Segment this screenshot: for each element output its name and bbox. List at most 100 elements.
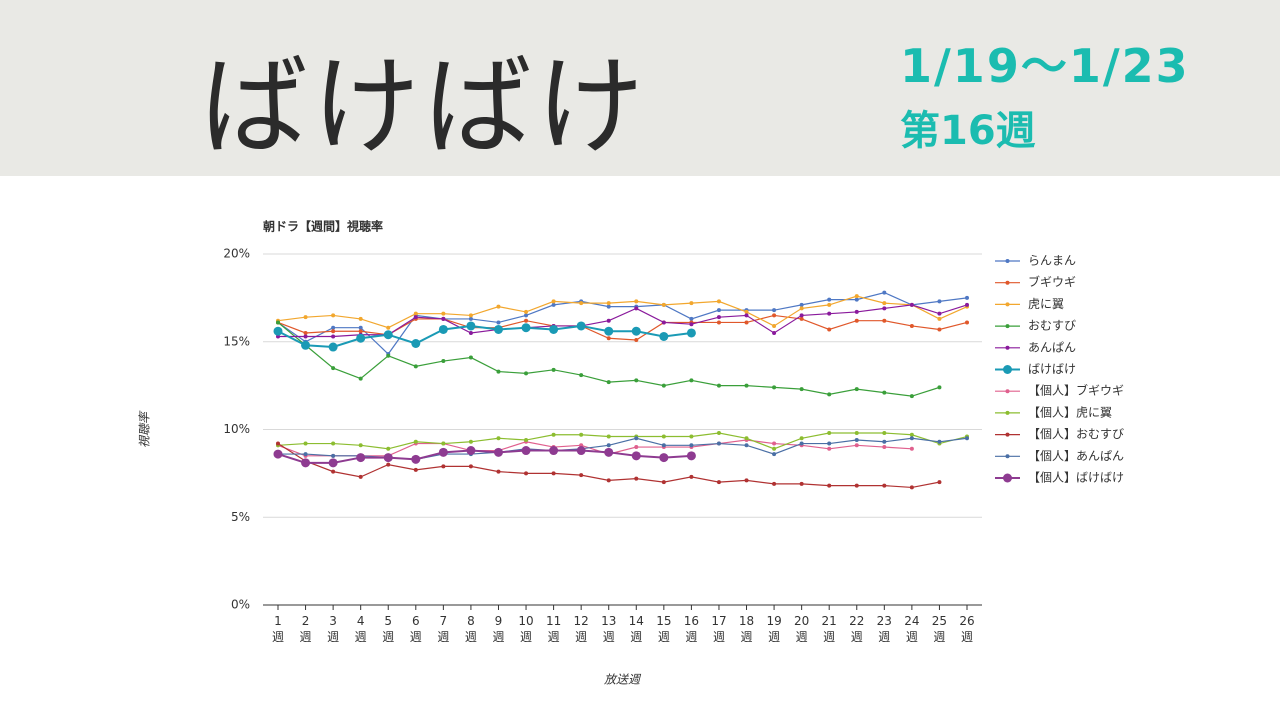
data-point xyxy=(689,316,694,321)
data-point xyxy=(413,439,418,444)
data-point xyxy=(383,453,393,463)
data-point xyxy=(854,438,859,443)
data-point xyxy=(827,297,832,302)
data-point xyxy=(466,446,476,456)
data-point xyxy=(854,483,859,488)
data-point xyxy=(579,432,584,437)
x-tick-label: 12 週 xyxy=(573,614,589,644)
data-point xyxy=(551,471,556,476)
data-point xyxy=(965,320,969,325)
legend-marker xyxy=(1005,280,1010,285)
data-point xyxy=(524,438,529,443)
data-point xyxy=(744,320,749,325)
data-point xyxy=(772,313,777,318)
data-point xyxy=(689,443,694,448)
data-point xyxy=(358,474,363,479)
data-point xyxy=(937,311,942,316)
data-point xyxy=(468,439,473,444)
data-point xyxy=(549,324,559,334)
data-point xyxy=(468,464,473,469)
chart-title: 朝ドラ【週間】視聴率 xyxy=(263,219,383,234)
data-point xyxy=(413,467,418,472)
x-tick-label: 6 週 xyxy=(409,614,422,644)
data-point xyxy=(411,339,421,349)
data-point xyxy=(854,294,859,299)
x-tick-label: 13 週 xyxy=(601,614,617,644)
data-point xyxy=(524,371,529,376)
data-point xyxy=(716,441,721,446)
x-tick-label: 16 週 xyxy=(683,614,700,644)
data-point xyxy=(358,443,363,448)
data-point xyxy=(358,376,363,381)
data-point xyxy=(661,383,666,388)
data-point xyxy=(854,387,859,392)
data-point xyxy=(576,446,586,456)
x-tick-label: 18 週 xyxy=(738,614,755,644)
data-point xyxy=(909,446,914,451)
data-point xyxy=(716,431,721,436)
data-point xyxy=(576,321,586,331)
data-point xyxy=(772,452,777,457)
y-tick-label: 15% xyxy=(223,334,250,348)
data-point xyxy=(882,445,887,450)
data-point xyxy=(303,334,308,339)
data-point xyxy=(937,299,942,304)
x-tick-label: 7 週 xyxy=(437,614,450,644)
legend-marker xyxy=(1003,473,1012,483)
data-point xyxy=(606,304,611,309)
data-point xyxy=(854,443,859,448)
data-point xyxy=(689,474,694,479)
data-point xyxy=(937,316,942,321)
data-point xyxy=(716,383,721,388)
legend-marker xyxy=(1005,432,1010,437)
data-point xyxy=(331,329,336,334)
data-point xyxy=(689,434,694,439)
data-point xyxy=(634,445,639,450)
data-point xyxy=(689,378,694,383)
data-point xyxy=(303,330,308,335)
data-point xyxy=(965,302,969,307)
data-point xyxy=(909,432,914,437)
data-point xyxy=(659,331,669,341)
x-tick-label: 24 週 xyxy=(904,614,920,644)
data-point xyxy=(438,324,448,334)
data-point xyxy=(331,334,336,339)
data-point xyxy=(965,436,969,441)
data-point xyxy=(716,320,721,325)
data-point xyxy=(386,446,391,451)
data-point xyxy=(493,447,503,457)
data-point xyxy=(303,441,308,446)
data-point xyxy=(496,469,501,474)
data-point xyxy=(634,436,639,441)
data-point xyxy=(631,326,641,336)
x-axis-title: 放送週 xyxy=(604,673,642,687)
data-point xyxy=(937,385,942,390)
data-point xyxy=(438,447,448,457)
data-point xyxy=(661,434,666,439)
legend-marker xyxy=(1005,324,1010,329)
data-point xyxy=(827,392,832,397)
x-tick-label: 2 週 xyxy=(299,614,312,644)
data-point xyxy=(551,302,556,307)
data-point xyxy=(606,318,611,323)
data-point xyxy=(827,483,832,488)
x-tick-label: 11 週 xyxy=(545,614,562,644)
data-point xyxy=(331,453,336,458)
data-point xyxy=(882,290,887,295)
legend-label: おむすび xyxy=(1028,319,1076,333)
data-point xyxy=(882,431,887,436)
data-point xyxy=(493,324,503,334)
data-point xyxy=(882,301,887,306)
data-point xyxy=(882,439,887,444)
data-point xyxy=(301,458,311,468)
data-point xyxy=(659,453,669,463)
data-point xyxy=(686,451,696,461)
data-point xyxy=(882,390,887,395)
legend-marker xyxy=(1005,259,1010,263)
data-point xyxy=(909,302,914,307)
data-point xyxy=(331,366,336,371)
data-point xyxy=(328,458,338,468)
data-point xyxy=(328,342,338,352)
data-point xyxy=(799,481,804,486)
data-point xyxy=(772,308,777,313)
